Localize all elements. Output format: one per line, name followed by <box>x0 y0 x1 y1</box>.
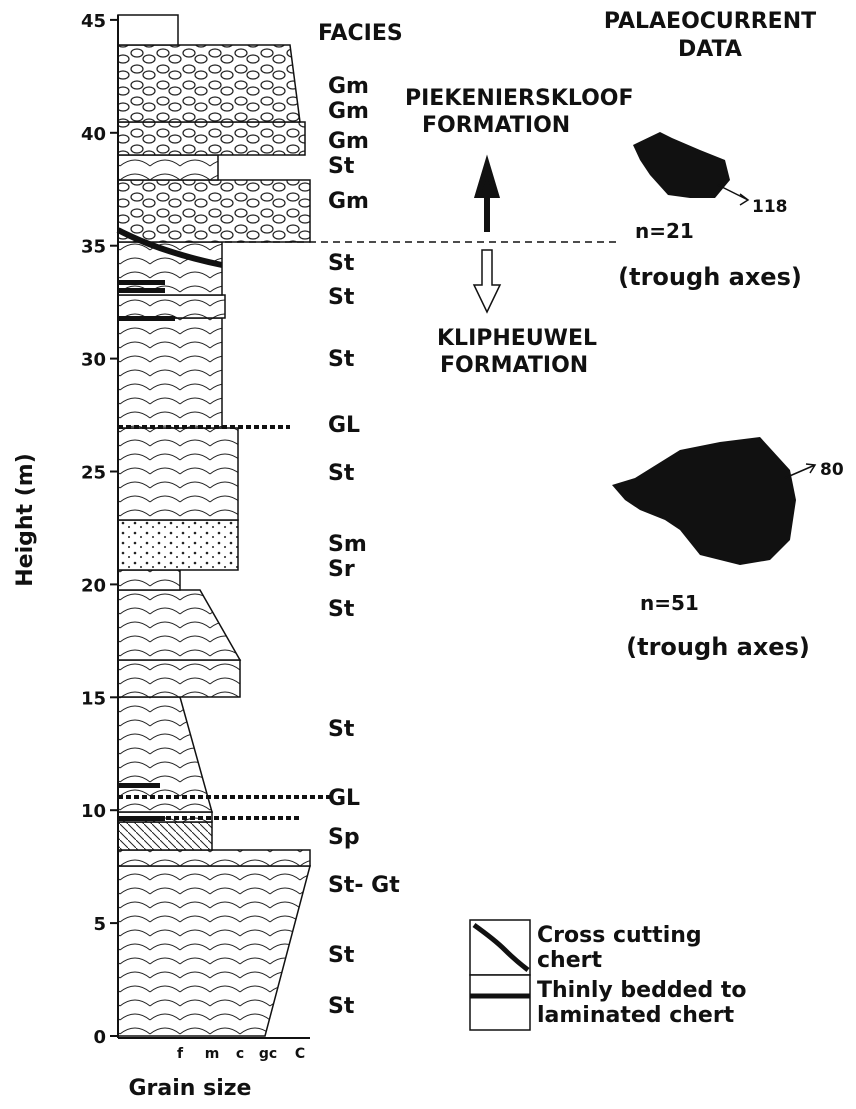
facies-label: Sp <box>328 825 360 850</box>
bed <box>117 569 181 591</box>
chert-band <box>118 783 160 788</box>
facies-label: St <box>328 285 355 310</box>
note: (trough axes) <box>626 633 810 661</box>
facies-label: Gm <box>328 129 369 154</box>
y-tick-label: 10 <box>81 801 106 822</box>
facies-label: Gm <box>328 74 369 99</box>
facies-label: GL <box>328 413 360 438</box>
section-title: DATA <box>678 37 742 62</box>
bed <box>117 849 311 867</box>
chert-band <box>118 280 165 285</box>
sample-count: n=51 <box>640 591 699 615</box>
facies-label: St <box>328 717 355 742</box>
x-tick-label: c <box>236 1046 244 1062</box>
y-tick-label: 15 <box>81 688 106 709</box>
bed <box>117 179 311 243</box>
legend-label: Thinly bedded to <box>537 978 747 1003</box>
legend-swatch-symbol <box>472 922 530 972</box>
x-tick-label: gc <box>259 1046 277 1062</box>
bed <box>117 14 179 46</box>
down-arrow <box>472 249 502 314</box>
facies-label: Gm <box>328 99 369 124</box>
y-tick-label: 30 <box>81 350 106 371</box>
facies-label: St <box>328 994 355 1019</box>
bed <box>117 865 311 1037</box>
formation-label: PIEKENIERSKLOOF <box>405 86 634 111</box>
y-tick-label: 20 <box>81 575 106 596</box>
y-tick-label: 25 <box>81 463 106 484</box>
legend-label: chert <box>537 948 602 973</box>
y-tick-label: 0 <box>93 1027 106 1048</box>
chert-band <box>118 288 165 293</box>
facies-title: FACIES <box>318 21 403 46</box>
y-axis-label: Height (m) <box>13 453 38 587</box>
bed <box>117 589 242 661</box>
azimuth-label: 118 <box>752 197 788 217</box>
bed <box>117 519 239 571</box>
formation-label: FORMATION <box>422 113 570 138</box>
bed <box>117 44 301 123</box>
rose-arrow <box>717 184 750 206</box>
bed <box>117 317 223 429</box>
formation-label: KLIPHEUWEL <box>437 326 597 351</box>
facies-label: St <box>328 461 355 486</box>
y-tick-label: 5 <box>93 914 106 935</box>
up-arrow <box>473 154 501 232</box>
facies-label: St <box>328 154 355 179</box>
x-tick-label: m <box>205 1046 220 1062</box>
y-tick-label: 35 <box>81 237 106 258</box>
facies-label: GL <box>328 786 360 811</box>
facies-label: Sm <box>328 532 367 557</box>
cross-cutting-chert <box>116 227 223 268</box>
facies-label: St <box>328 251 355 276</box>
legend-label: Cross cutting <box>537 923 702 948</box>
legend-label: laminated chert <box>537 1003 735 1028</box>
x-tick-label: C <box>295 1046 305 1062</box>
formation-label: FORMATION <box>440 353 588 378</box>
azimuth-label: 80 <box>820 460 844 480</box>
bed <box>117 154 219 181</box>
y-tick-label: 45 <box>81 11 106 32</box>
sample-count: n=21 <box>635 219 694 243</box>
chert-band <box>118 816 165 821</box>
chert-band <box>118 316 175 321</box>
bed <box>117 696 213 813</box>
y-tick-label: 40 <box>81 124 106 145</box>
facies-label: Gm <box>328 189 369 214</box>
facies-label: St <box>328 347 355 372</box>
bed <box>117 294 226 319</box>
rose-diagram <box>612 437 796 565</box>
facies-label: St <box>328 943 355 968</box>
section-title: PALAEOCURRENT <box>604 9 816 34</box>
bed <box>117 121 306 156</box>
facies-label: St <box>328 597 355 622</box>
x-tick-label: f <box>177 1046 184 1062</box>
bed <box>117 427 239 521</box>
column <box>116 14 330 1037</box>
legend-swatch <box>469 974 531 1031</box>
rose-arrow <box>784 463 817 479</box>
note: (trough axes) <box>618 263 802 291</box>
bed <box>117 821 213 851</box>
facies-label: Sr <box>328 557 355 582</box>
bed <box>117 659 241 698</box>
x-axis-label: Grain size <box>129 1076 252 1101</box>
rose-diagram <box>633 132 730 198</box>
facies-label: St- Gt <box>328 873 400 898</box>
